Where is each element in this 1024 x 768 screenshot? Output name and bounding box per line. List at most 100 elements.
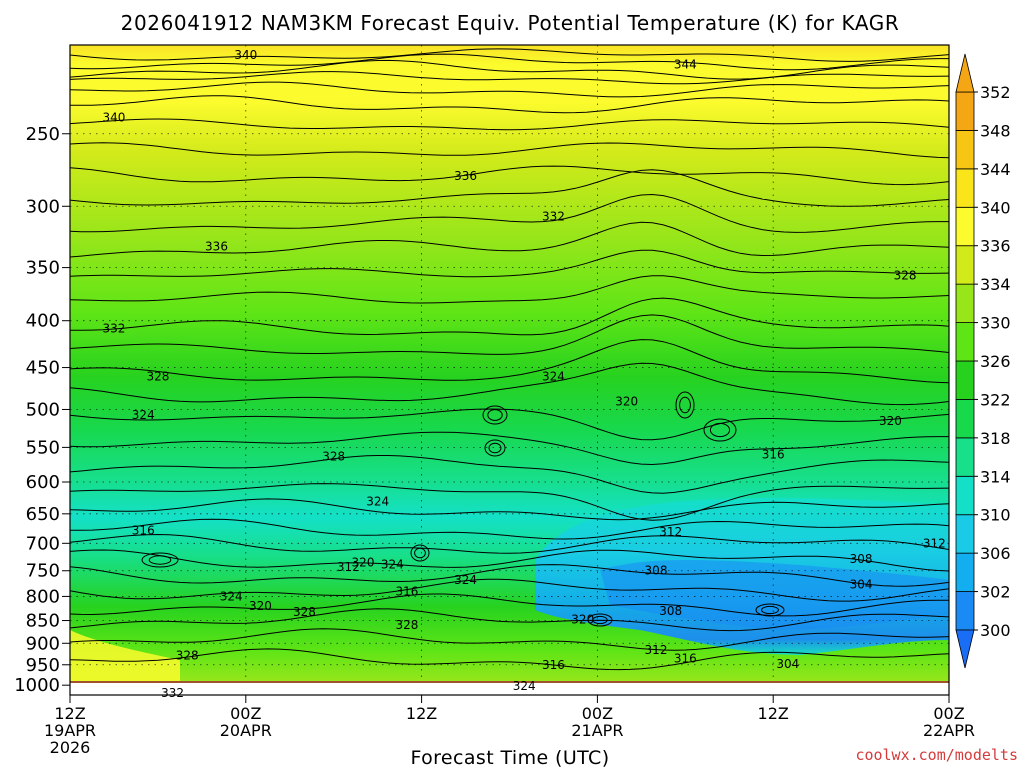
- y-tick-label: 600: [26, 472, 60, 493]
- colorbar-label: 344: [980, 160, 1011, 179]
- colorbar-label: 306: [980, 544, 1011, 563]
- contour-cell: [755, 603, 785, 617]
- contour-lines: [70, 48, 949, 671]
- contour-line: [70, 118, 949, 131]
- grid-lines: [70, 45, 949, 683]
- contour-label: 308: [645, 564, 668, 578]
- contour-label: 340: [102, 111, 125, 125]
- contour-label: 316: [395, 584, 418, 598]
- contour-label: 320: [352, 556, 375, 570]
- y-tick-label: 850: [26, 611, 60, 632]
- contour-cell: [487, 409, 503, 421]
- colorbar-label: 340: [980, 198, 1011, 217]
- contour-line: [70, 564, 949, 587]
- colorbar-segment: [955, 206, 975, 247]
- chart-title: 2026041912 NAM3KM Forecast Equiv. Potent…: [121, 11, 900, 35]
- colorbar-label: 302: [980, 583, 1011, 602]
- colorbar-segment: [955, 322, 975, 362]
- contour-label: 320: [879, 414, 902, 428]
- contour-label: 308: [659, 604, 682, 618]
- colorbar-label: 330: [980, 314, 1011, 333]
- contour-line: [70, 53, 949, 71]
- colorbar-segment: [955, 245, 975, 285]
- colorbar-label: 300: [980, 621, 1011, 640]
- colorbar-segment: [955, 91, 975, 131]
- contour-line: [70, 275, 949, 304]
- x-tick-label-line: 00Z: [933, 704, 964, 723]
- contour-cell: [703, 418, 737, 442]
- contour-label: 316: [542, 658, 565, 672]
- colorbar-segment: [955, 399, 975, 439]
- colorbar-label: 310: [980, 506, 1011, 525]
- contour-line: [70, 593, 949, 617]
- colorbar-label: 336: [980, 237, 1011, 256]
- upper-warm-band: [70, 45, 949, 106]
- colorbar-segment: [955, 168, 975, 208]
- contour-line: [70, 165, 949, 186]
- contour-label: 328: [322, 450, 345, 464]
- contour-line: [70, 608, 949, 632]
- x-tick-label-line: 12Z: [406, 704, 437, 723]
- contour-line: [70, 169, 949, 207]
- contour-cell: [414, 547, 426, 559]
- contour-label: 320: [571, 613, 594, 627]
- contour-line: [70, 314, 949, 355]
- colorbar-segment: [955, 514, 975, 554]
- y-axis: 2503003504004505005506006507007508008509…: [14, 124, 70, 696]
- colorbar: 300 302 306 310 314 318 322 326 330 334 336 340 344 3…: [955, 53, 1011, 669]
- y-tick-label: 300: [26, 196, 60, 217]
- contour-label: 332: [161, 686, 184, 700]
- contour-line: [70, 297, 949, 336]
- contour-label: 320: [249, 599, 272, 613]
- colorbar-segment: [955, 130, 975, 170]
- colorbar-label: 334: [980, 275, 1011, 294]
- contour-cell: [148, 555, 172, 565]
- contour-line: [70, 431, 949, 466]
- contour-line: [70, 48, 949, 62]
- contour-cell: [410, 544, 430, 562]
- x-tick-label: 00Z 21APR: [571, 704, 623, 740]
- contour-line: [70, 71, 949, 85]
- x-tick-label: 12Z: [758, 704, 789, 723]
- contour-label: 344: [674, 57, 697, 71]
- y-tick-label: 650: [26, 504, 60, 525]
- contour-label: 328: [293, 605, 316, 619]
- contour-label: 304: [776, 657, 799, 671]
- contour-label: 332: [542, 210, 565, 224]
- contour-label: 336: [454, 169, 477, 183]
- contour-label: 340: [234, 48, 257, 62]
- contour-label: 324: [366, 494, 389, 508]
- colorbar-segment: [955, 552, 975, 592]
- y-tick-label: 550: [26, 437, 60, 458]
- contour-label: 312: [645, 643, 668, 657]
- y-tick-label: 450: [26, 358, 60, 379]
- contour-cell: [709, 422, 731, 438]
- x-tick-label-line: 20APR: [220, 721, 272, 740]
- colorbar-bottom-arrow: [955, 629, 975, 669]
- source-watermark: coolwx.com/modelts: [855, 746, 1018, 764]
- contour-cell: [675, 391, 695, 419]
- contour-label: 332: [102, 322, 125, 336]
- colorbar-label: 326: [980, 352, 1011, 371]
- x-tick-label: 12Z: [406, 704, 437, 723]
- contour-label: 328: [395, 618, 418, 632]
- colorbar-label: 318: [980, 429, 1011, 448]
- contour-line: [70, 362, 949, 406]
- contour-label: 324: [513, 679, 536, 693]
- contour-line: [70, 455, 949, 494]
- contour-cell: [679, 396, 691, 414]
- contour-line: [70, 648, 949, 671]
- contour-label: 316: [762, 448, 785, 462]
- contour-label: 324: [542, 369, 565, 383]
- contour-line: [70, 193, 949, 233]
- y-tick-label: 750: [26, 561, 60, 582]
- contour-cell: [482, 405, 508, 425]
- y-tick-label: 900: [26, 633, 60, 654]
- contour-cell: [484, 439, 506, 457]
- contour-line: [70, 578, 949, 602]
- cold-core-region: [600, 560, 949, 630]
- contour-cell: [761, 605, 779, 615]
- contour-label: 324: [132, 408, 155, 422]
- x-tick-label-line: 12Z: [54, 704, 85, 723]
